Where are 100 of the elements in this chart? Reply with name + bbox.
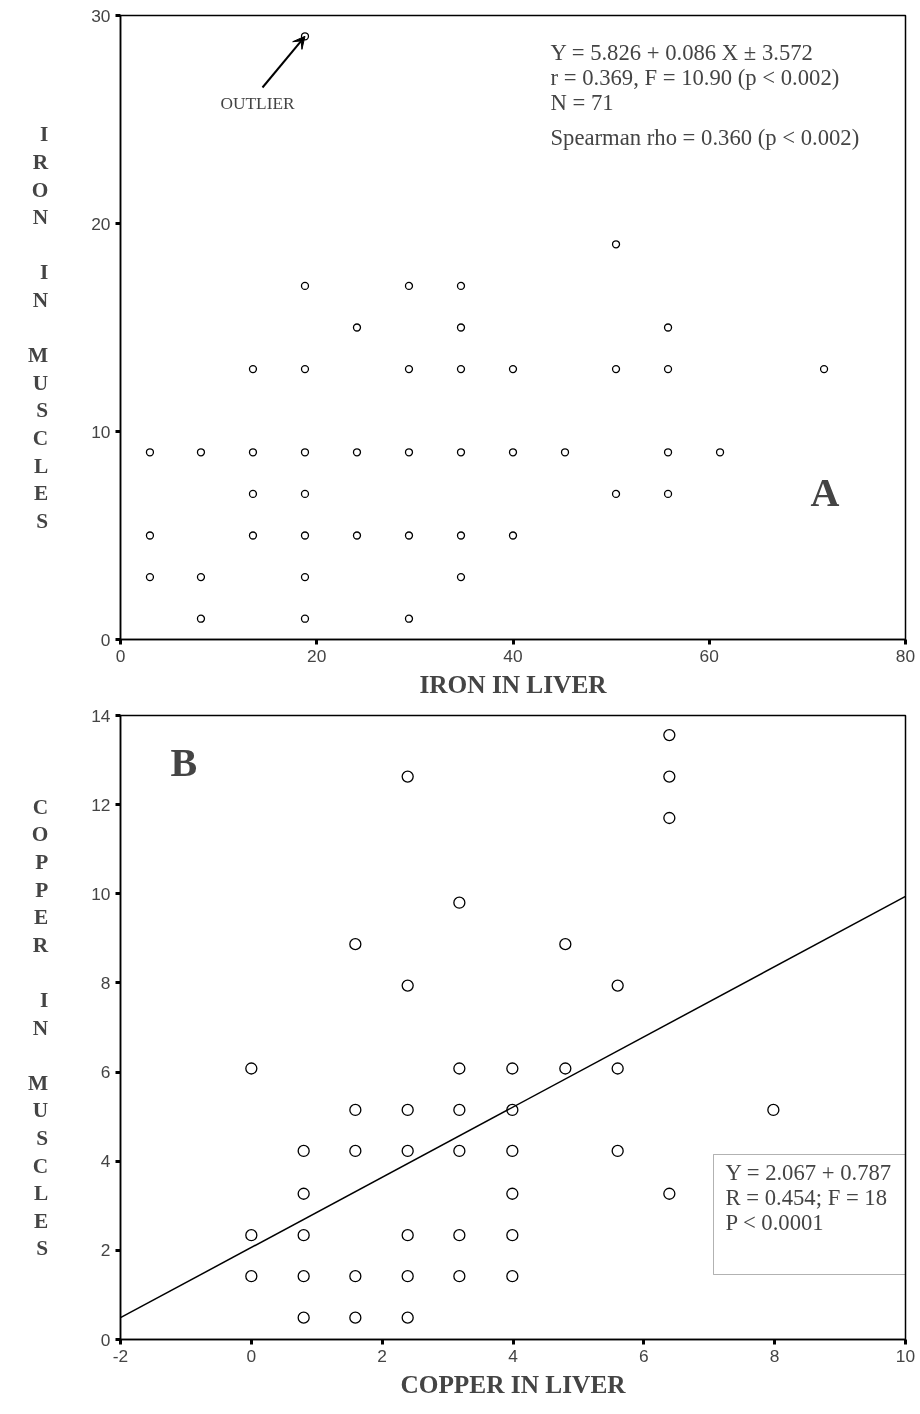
text: COPPER IN MUSCLES [28, 794, 49, 1261]
point [663, 364, 673, 374]
point [611, 979, 624, 992]
x-tick-label: -2 [112, 1345, 129, 1366]
point [145, 572, 155, 582]
point [611, 1144, 624, 1158]
y-tick-label: 8 [100, 972, 111, 993]
y-tick-label: 4 [100, 1151, 111, 1172]
point [456, 323, 466, 332]
point [401, 1270, 414, 1283]
point [300, 614, 310, 623]
point [508, 531, 518, 540]
annotation: OUTLIER [220, 93, 296, 113]
text: IRON IN MUSCLES [28, 122, 49, 533]
point [453, 1270, 466, 1283]
x-tick-label: 10 [895, 1345, 916, 1366]
point [245, 1229, 258, 1242]
point [404, 614, 414, 623]
point [506, 1062, 519, 1075]
point [300, 448, 310, 457]
point [456, 572, 466, 582]
point [663, 489, 673, 499]
x-tick-label: 80 [895, 645, 916, 666]
point [300, 572, 310, 582]
point [456, 531, 466, 540]
point [401, 979, 414, 992]
y-tick-label: 20 [91, 213, 111, 234]
point [456, 281, 466, 291]
point [297, 1144, 310, 1158]
point [245, 1270, 258, 1283]
x-tick-label: 60 [699, 645, 719, 666]
point [506, 1229, 519, 1242]
point [401, 1311, 414, 1324]
annotation: r = 0.369, F = 10.90 (p < 0.002) [550, 64, 840, 90]
point [297, 1270, 310, 1283]
point [404, 364, 414, 374]
y-tick-label: 10 [91, 883, 111, 904]
x-axis-title: IRON IN LIVER [419, 669, 608, 698]
y-tick-label: 12 [91, 794, 111, 815]
x-tick-label: 6 [639, 1345, 649, 1366]
annotation: N = 71 [550, 89, 614, 115]
y-tick-label: 0 [100, 629, 111, 650]
point [663, 728, 676, 742]
point [248, 531, 258, 540]
point [663, 811, 676, 825]
point [506, 1270, 519, 1283]
point [300, 531, 310, 540]
point [453, 896, 466, 909]
point [453, 1144, 466, 1158]
point [300, 32, 310, 41]
point [352, 531, 362, 540]
point [506, 1187, 519, 1200]
point [453, 1103, 466, 1117]
point [611, 489, 621, 499]
point [456, 448, 466, 457]
point [663, 770, 676, 783]
point [349, 1311, 362, 1324]
point [297, 1311, 310, 1324]
point [404, 531, 414, 540]
y-tick-label: 0 [100, 1329, 111, 1350]
annotation: Y = 2.067 + 0.787 [725, 1159, 892, 1185]
point [560, 448, 570, 457]
point [559, 1062, 572, 1075]
point [245, 1062, 258, 1075]
point [196, 448, 206, 457]
point [401, 1103, 414, 1117]
point [196, 614, 206, 623]
point [506, 1103, 519, 1117]
point [453, 1062, 466, 1075]
point [248, 448, 258, 457]
point [715, 448, 725, 457]
point [196, 572, 206, 582]
point [352, 448, 362, 457]
point [663, 448, 673, 457]
annotation: B [170, 739, 198, 785]
point [349, 938, 362, 951]
point [819, 364, 829, 374]
point [401, 1229, 414, 1242]
y-tick-label: 30 [91, 5, 111, 26]
point [248, 489, 258, 499]
x-axis-title: COPPER IN LIVER [400, 1369, 627, 1398]
x-tick-label: 4 [508, 1345, 519, 1366]
annotation: P < 0.0001 [725, 1209, 824, 1235]
x-tick-label: 0 [246, 1345, 257, 1366]
point [401, 770, 414, 783]
y-tick-label: 10 [91, 421, 111, 442]
point [300, 364, 310, 374]
point [456, 364, 466, 374]
point [349, 1270, 362, 1283]
point [145, 531, 155, 540]
point [352, 323, 362, 332]
y-tick-label: 14 [91, 705, 111, 726]
point [297, 1229, 310, 1242]
annotation: A [810, 469, 840, 515]
point [404, 281, 414, 291]
point [559, 938, 572, 951]
point [248, 364, 258, 374]
point [145, 448, 155, 457]
point [611, 1062, 624, 1075]
point [297, 1187, 310, 1200]
